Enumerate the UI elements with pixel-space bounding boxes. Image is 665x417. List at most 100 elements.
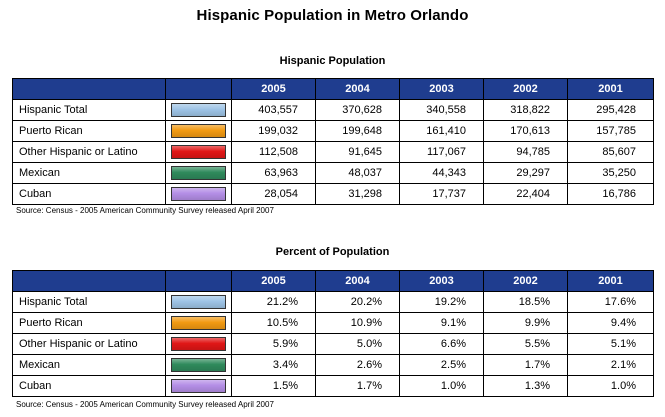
population-table: 2005 2004 2003 2002 2001 Hispanic Total 4…	[12, 78, 654, 205]
table-row: Puerto Rican 10.5% 10.9% 9.1% 9.9% 9.4%	[12, 312, 654, 334]
value-cell: 5.0%	[315, 333, 400, 355]
legend-swatch	[171, 124, 226, 138]
swatch-cell	[165, 312, 232, 334]
header-year: 2003	[399, 78, 484, 100]
swatch-cell	[165, 162, 232, 184]
value-cell: 295,428	[567, 99, 654, 121]
value-cell: 5.5%	[483, 333, 568, 355]
value-cell: 2.1%	[567, 354, 654, 376]
value-cell: 5.9%	[231, 333, 316, 355]
value-cell: 44,343	[399, 162, 484, 184]
value-cell: 1.7%	[315, 375, 400, 397]
population-table-title: Hispanic Population	[279, 55, 386, 67]
row-label: Other Hispanic or Latino	[12, 333, 166, 355]
value-cell: 17,737	[399, 183, 484, 205]
value-cell: 2.5%	[399, 354, 484, 376]
value-cell: 1.3%	[483, 375, 568, 397]
value-cell: 10.5%	[231, 312, 316, 334]
header-year: 2002	[483, 78, 568, 100]
value-cell: 318,822	[483, 99, 568, 121]
page-title: Hispanic Population in Metro Orlando	[196, 7, 469, 24]
value-cell: 199,648	[315, 120, 400, 142]
value-cell: 117,067	[399, 141, 484, 163]
table-row: Hispanic Total 21.2% 20.2% 19.2% 18.5% 17.6%	[12, 291, 654, 313]
header-year: 2002	[483, 270, 568, 292]
value-cell: 1.0%	[399, 375, 484, 397]
legend-swatch	[171, 337, 226, 351]
header-year: 2004	[315, 78, 400, 100]
value-cell: 10.9%	[315, 312, 400, 334]
value-cell: 9.9%	[483, 312, 568, 334]
percent-source-note: Source: Census - 2005 American Community…	[16, 400, 274, 409]
header-year: 2001	[567, 78, 654, 100]
value-cell: 48,037	[315, 162, 400, 184]
header-year: 2004	[315, 270, 400, 292]
value-cell: 2.6%	[315, 354, 400, 376]
row-label: Hispanic Total	[12, 99, 166, 121]
table-row: Other Hispanic or Latino 5.9% 5.0% 6.6% 5.5%…	[12, 333, 654, 355]
value-cell: 63,963	[231, 162, 316, 184]
value-cell: 112,508	[231, 141, 316, 163]
row-label: Puerto Rican	[12, 312, 166, 334]
value-cell: 31,298	[315, 183, 400, 205]
table-row: Other Hispanic or Latino 112,508 91,645 117…	[12, 141, 654, 163]
legend-swatch	[171, 358, 226, 372]
header-blank-swatch	[165, 78, 232, 100]
table-row: Cuban 1.5% 1.7% 1.0% 1.3% 1.0%	[12, 375, 654, 397]
value-cell: 1.7%	[483, 354, 568, 376]
value-cell: 94,785	[483, 141, 568, 163]
legend-swatch	[171, 187, 226, 201]
legend-swatch	[171, 379, 226, 393]
legend-swatch	[171, 295, 226, 309]
row-label: Puerto Rican	[12, 120, 166, 142]
swatch-cell	[165, 183, 232, 205]
row-label: Cuban	[12, 183, 166, 205]
table-row: Cuban 28,054 31,298 17,737 22,404 16,786	[12, 183, 654, 205]
header-blank-label	[12, 78, 166, 100]
value-cell: 19.2%	[399, 291, 484, 313]
legend-swatch	[171, 316, 226, 330]
swatch-cell	[165, 333, 232, 355]
swatch-cell	[165, 375, 232, 397]
value-cell: 35,250	[567, 162, 654, 184]
table-row: Mexican 63,963 48,037 44,343 29,297 35,250	[12, 162, 654, 184]
header-year: 2005	[231, 270, 316, 292]
percent-table-title: Percent of Population	[275, 246, 390, 258]
swatch-cell	[165, 99, 232, 121]
header-blank-label	[12, 270, 166, 292]
value-cell: 199,032	[231, 120, 316, 142]
value-cell: 28,054	[231, 183, 316, 205]
value-cell: 21.2%	[231, 291, 316, 313]
table-row: Puerto Rican 199,032 199,648 161,410 170,613…	[12, 120, 654, 142]
value-cell: 91,645	[315, 141, 400, 163]
value-cell: 20.2%	[315, 291, 400, 313]
row-label: Cuban	[12, 375, 166, 397]
legend-swatch	[171, 166, 226, 180]
value-cell: 161,410	[399, 120, 484, 142]
value-cell: 17.6%	[567, 291, 654, 313]
legend-swatch	[171, 103, 226, 117]
value-cell: 340,558	[399, 99, 484, 121]
value-cell: 170,613	[483, 120, 568, 142]
header-blank-swatch	[165, 270, 232, 292]
value-cell: 370,628	[315, 99, 400, 121]
header-year: 2005	[231, 78, 316, 100]
population-source-note: Source: Census - 2005 American Community…	[16, 206, 274, 215]
value-cell: 1.5%	[231, 375, 316, 397]
value-cell: 5.1%	[567, 333, 654, 355]
value-cell: 6.6%	[399, 333, 484, 355]
table-header-row: 2005 2004 2003 2002 2001	[12, 78, 654, 100]
header-year: 2003	[399, 270, 484, 292]
value-cell: 22,404	[483, 183, 568, 205]
value-cell: 403,557	[231, 99, 316, 121]
value-cell: 29,297	[483, 162, 568, 184]
swatch-cell	[165, 120, 232, 142]
row-label: Hispanic Total	[12, 291, 166, 313]
legend-swatch	[171, 145, 226, 159]
table-row: Mexican 3.4% 2.6% 2.5% 1.7% 2.1%	[12, 354, 654, 376]
swatch-cell	[165, 291, 232, 313]
value-cell: 157,785	[567, 120, 654, 142]
value-cell: 9.4%	[567, 312, 654, 334]
value-cell: 16,786	[567, 183, 654, 205]
row-label: Mexican	[12, 354, 166, 376]
